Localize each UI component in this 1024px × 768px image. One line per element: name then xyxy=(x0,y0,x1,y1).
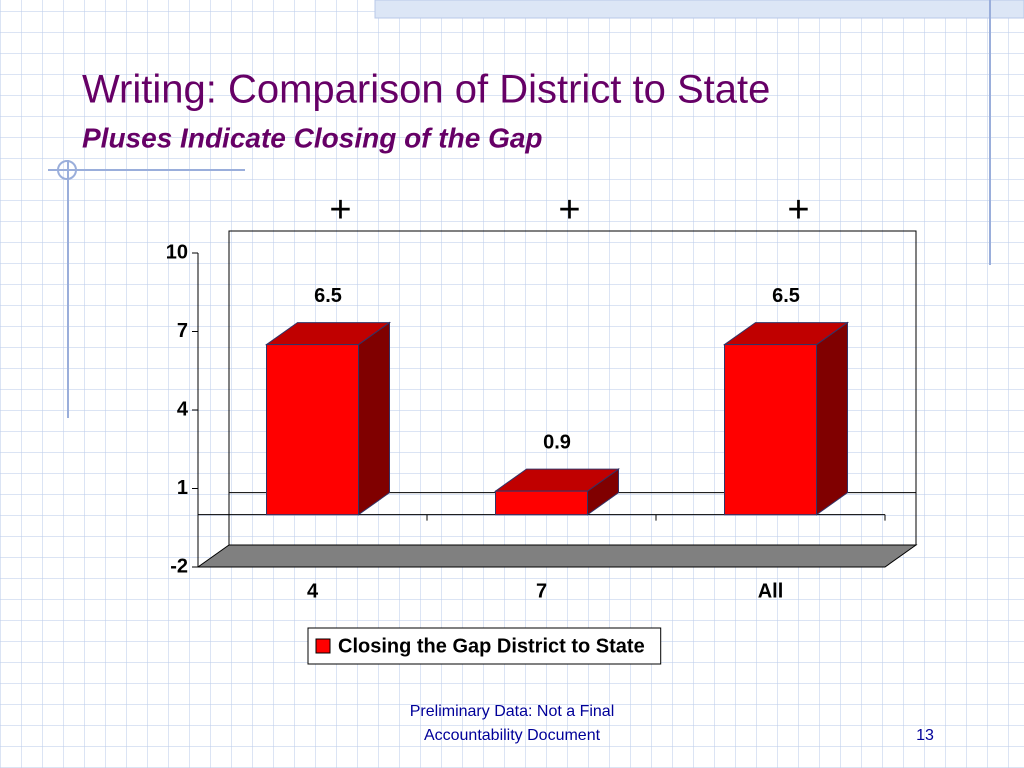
value-label: 0.9 xyxy=(543,431,571,453)
legend-label: Closing the Gap District to State xyxy=(338,635,645,657)
bar xyxy=(266,344,359,516)
decor-band xyxy=(374,0,1024,19)
bar-side xyxy=(358,321,390,516)
value-label: 6.5 xyxy=(314,285,342,307)
value-label: 6.5 xyxy=(772,285,800,307)
legend xyxy=(307,627,662,665)
footer-line: Accountability Document xyxy=(424,727,601,744)
y-tick-label: 10 xyxy=(166,241,188,263)
annotation: + xyxy=(329,189,351,231)
x-tick-label: 4 xyxy=(307,580,319,602)
bar xyxy=(724,344,817,516)
annotation: + xyxy=(787,189,809,231)
slide-subtitle: Pluses Indicate Closing of the Gap xyxy=(82,122,543,153)
decor-circle xyxy=(57,160,77,180)
bar-side xyxy=(816,321,848,516)
annotation: + xyxy=(558,189,580,231)
slide-title: Writing: Comparison of District to State xyxy=(82,68,770,112)
y-tick-label: -2 xyxy=(170,555,188,577)
x-tick-label: 7 xyxy=(536,580,547,602)
bar xyxy=(495,490,588,516)
floor xyxy=(196,544,918,568)
y-tick-label: 7 xyxy=(177,320,188,342)
y-tick-label: 4 xyxy=(177,398,189,420)
footer-line: Preliminary Data: Not a Final xyxy=(410,703,615,720)
x-tick-label: All xyxy=(758,580,784,602)
y-tick-label: 1 xyxy=(177,477,188,499)
page-number: 13 xyxy=(916,727,934,744)
legend-swatch xyxy=(315,638,331,654)
